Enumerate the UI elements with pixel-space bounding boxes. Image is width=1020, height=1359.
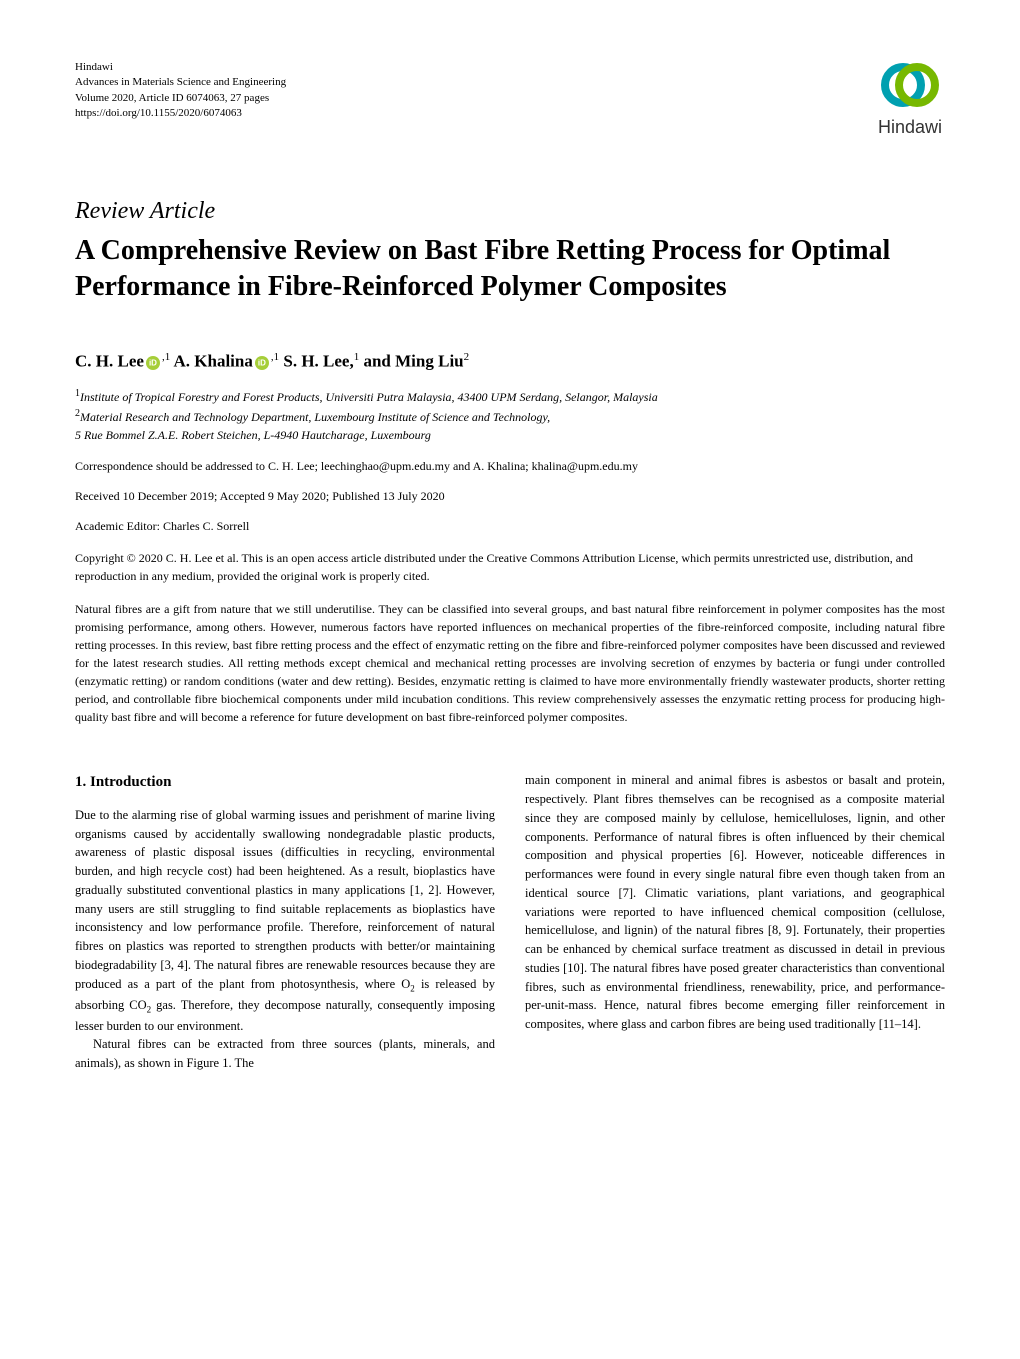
author-4: and Ming Liu — [363, 351, 463, 370]
hindawi-logo-icon — [875, 60, 945, 110]
orcid-icon[interactable] — [255, 356, 269, 370]
article-title: A Comprehensive Review on Bast Fibre Ret… — [75, 233, 945, 306]
volume-info: Volume 2020, Article ID 6074063, 27 page… — [75, 91, 286, 106]
correspondence: Correspondence should be addressed to C.… — [75, 459, 945, 474]
header: Hindawi Advances in Materials Science an… — [75, 60, 945, 138]
author-1: C. H. Lee — [75, 351, 144, 370]
author-3: S. H. Lee, — [283, 351, 353, 370]
academic-editor: Academic Editor: Charles C. Sorrell — [75, 519, 945, 534]
body-content: 1. Introduction Due to the alarming rise… — [75, 771, 945, 1073]
author-3-affil: 1 — [354, 351, 360, 363]
authors-list: C. H. Lee ,1 A. Khalina ,1 S. H. Lee,1 and… — [75, 351, 945, 372]
journal-info: Hindawi Advances in Materials Science an… — [75, 60, 286, 122]
paragraph-3: main component in mineral and animal fib… — [525, 771, 945, 1034]
author-1-affil: ,1 — [162, 351, 170, 363]
logo-text: Hindawi — [875, 117, 945, 138]
affiliation-2: 2Material Research and Technology Depart… — [75, 406, 945, 426]
abstract: Natural fibres are a gift from nature th… — [75, 600, 945, 726]
article-type: Review Article — [75, 198, 945, 225]
publication-dates: Received 10 December 2019; Accepted 9 Ma… — [75, 489, 945, 504]
copyright-notice: Copyright © 2020 C. H. Lee et al. This i… — [75, 549, 945, 585]
publisher-name: Hindawi — [75, 60, 286, 75]
journal-name: Advances in Materials Science and Engine… — [75, 75, 286, 90]
author-2-affil: ,1 — [271, 351, 279, 363]
section-heading: 1. Introduction — [75, 771, 495, 794]
paragraph-1: Due to the alarming rise of global warmi… — [75, 806, 495, 1036]
affiliations: 1Institute of Tropical Forestry and Fore… — [75, 386, 945, 444]
doi-link[interactable]: https://doi.org/10.1155/2020/6074063 — [75, 106, 286, 121]
paragraph-2: Natural fibres can be extracted from thr… — [75, 1035, 495, 1073]
affiliation-1: 1Institute of Tropical Forestry and Fore… — [75, 386, 945, 406]
author-4-affil: 2 — [464, 351, 470, 363]
author-2: A. Khalina — [174, 351, 253, 370]
affiliation-2-line2: 5 Rue Bommel Z.A.E. Robert Steichen, L-4… — [75, 426, 945, 444]
publisher-logo: Hindawi — [875, 60, 945, 138]
column-right: main component in mineral and animal fib… — [525, 771, 945, 1073]
orcid-icon[interactable] — [146, 356, 160, 370]
column-left: 1. Introduction Due to the alarming rise… — [75, 771, 495, 1073]
